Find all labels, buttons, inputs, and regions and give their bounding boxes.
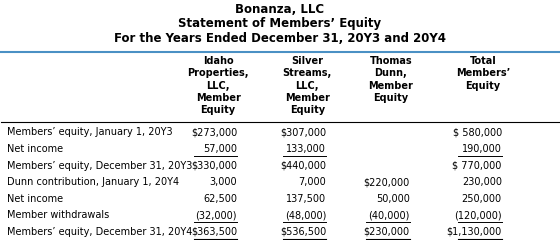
Text: $330,000: $330,000 [191,161,237,171]
Text: $ 770,000: $ 770,000 [452,161,502,171]
Text: (48,000): (48,000) [285,210,326,220]
Text: (120,000): (120,000) [454,210,502,220]
Text: Bonanza, LLC: Bonanza, LLC [235,3,325,16]
Text: 250,000: 250,000 [461,194,502,204]
Text: 3,000: 3,000 [209,177,237,187]
Text: $230,000: $230,000 [363,227,410,237]
Text: 57,000: 57,000 [203,144,237,154]
Text: Idaho
Properties,
LLC,
Member
Equity: Idaho Properties, LLC, Member Equity [188,56,249,115]
Text: Members’ equity, January 1, 20Y3: Members’ equity, January 1, 20Y3 [7,127,172,137]
Text: Net income: Net income [7,194,63,204]
Text: $440,000: $440,000 [280,161,326,171]
Text: (32,000): (32,000) [195,210,237,220]
Text: Members’ equity, December 31, 20Y3: Members’ equity, December 31, 20Y3 [7,161,192,171]
Text: 50,000: 50,000 [376,194,410,204]
Text: $220,000: $220,000 [363,177,410,187]
Text: $536,500: $536,500 [280,227,326,237]
Text: Member withdrawals: Member withdrawals [7,210,109,220]
Text: Dunn contribution, January 1, 20Y4: Dunn contribution, January 1, 20Y4 [7,177,179,187]
Text: 190,000: 190,000 [462,144,502,154]
Text: Total
Members’
Equity: Total Members’ Equity [456,56,510,91]
Text: 137,500: 137,500 [286,194,326,204]
Text: Statement of Members’ Equity: Statement of Members’ Equity [179,18,381,30]
Text: 230,000: 230,000 [462,177,502,187]
Text: 7,000: 7,000 [298,177,326,187]
Text: $363,500: $363,500 [191,227,237,237]
Text: Members’ equity, December 31, 20Y4: Members’ equity, December 31, 20Y4 [7,227,192,237]
Text: For the Years Ended December 31, 20Y3 and 20Y4: For the Years Ended December 31, 20Y3 an… [114,32,446,45]
Text: 62,500: 62,500 [203,194,237,204]
Text: $ 580,000: $ 580,000 [452,127,502,137]
Text: (40,000): (40,000) [368,210,410,220]
Text: Net income: Net income [7,144,63,154]
Text: $307,000: $307,000 [280,127,326,137]
Text: $273,000: $273,000 [191,127,237,137]
Text: 133,000: 133,000 [286,144,326,154]
Text: Silver
Streams,
LLC,
Member
Equity: Silver Streams, LLC, Member Equity [283,56,332,115]
Text: $1,130,000: $1,130,000 [446,227,502,237]
Text: Thomas
Dunn,
Member
Equity: Thomas Dunn, Member Equity [368,56,413,103]
